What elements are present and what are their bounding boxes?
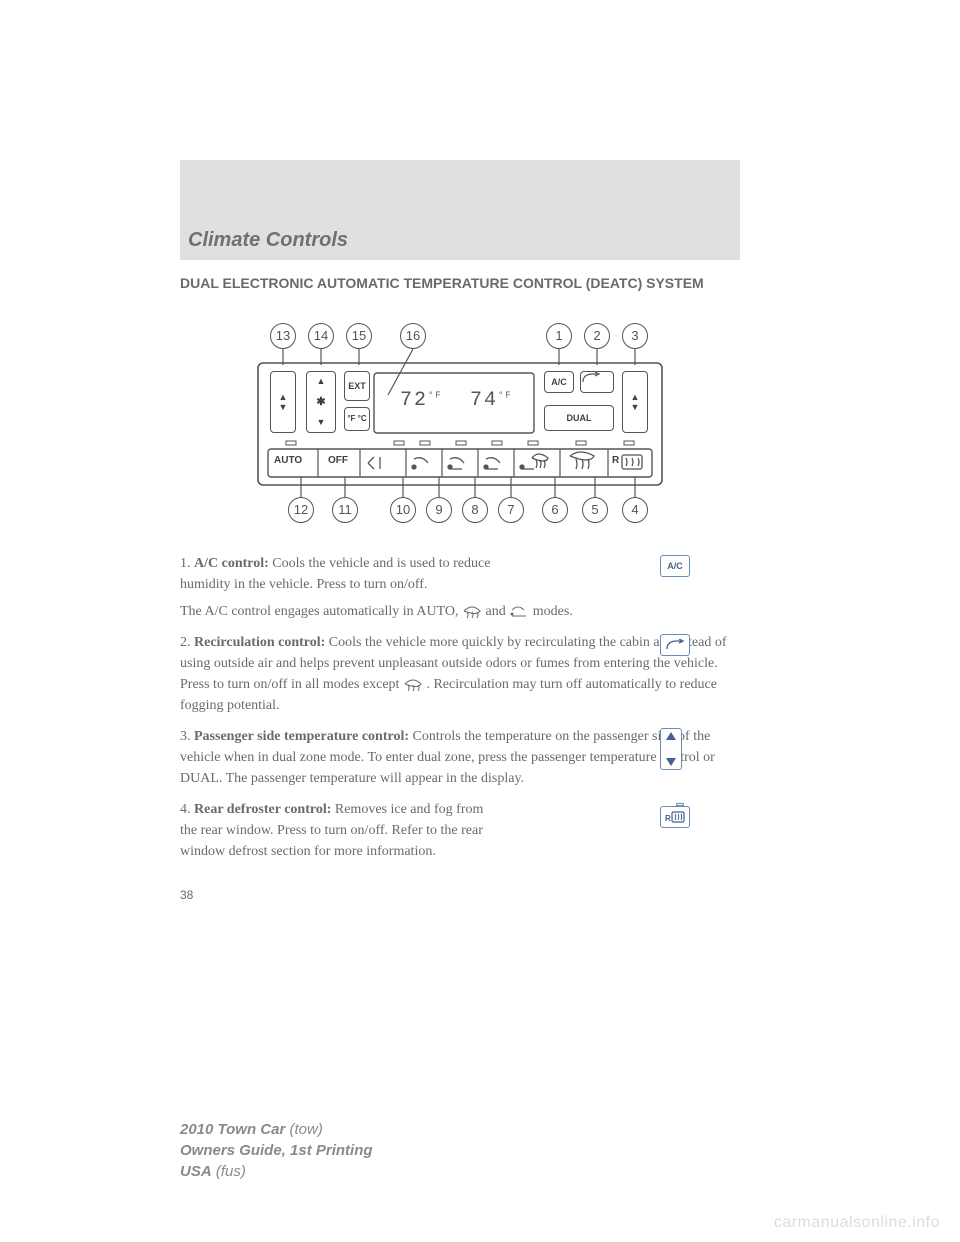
callout-2: 2 — [584, 323, 610, 349]
section-header: Climate Controls — [188, 229, 348, 252]
ac-button: A/C — [544, 371, 574, 393]
footer-guide: Owners Guide, 1st Printing — [180, 1140, 373, 1161]
auto-label: AUTO — [274, 455, 302, 466]
footer-model: 2010 Town Car (tow) — [180, 1119, 373, 1140]
callout-11: 11 — [332, 497, 358, 523]
footer-region: USA (fus) — [180, 1161, 373, 1182]
callout-12: 12 — [288, 497, 314, 523]
callout-13: 13 — [270, 323, 296, 349]
callout-14: 14 — [308, 323, 334, 349]
off-label: OFF — [328, 455, 348, 466]
callout-5: 5 — [582, 497, 608, 523]
callout-7: 7 — [498, 497, 524, 523]
fc-button: °F °C — [344, 407, 370, 431]
driver-temp-rocker: ▲▼ — [270, 371, 296, 433]
ac-icon: A/C — [660, 555, 700, 577]
recirc-button — [580, 371, 614, 393]
callout-9: 9 — [426, 497, 452, 523]
callout-15: 15 — [346, 323, 372, 349]
callout-1: 1 — [546, 323, 572, 349]
callout-4: 4 — [622, 497, 648, 523]
item-4: R 4. Rear defroster control: Removes ice… — [180, 799, 740, 862]
callout-10: 10 — [390, 497, 416, 523]
passenger-temp-rocker: ▲▼ — [622, 371, 648, 433]
item-4-text: 4. Rear defroster control: Removes ice a… — [180, 799, 500, 862]
defrost-icon — [403, 678, 423, 692]
defrost-icon — [462, 605, 482, 619]
floor-defrost-icon — [509, 605, 529, 619]
fan-rocker: ▲✱▼ — [306, 371, 336, 433]
item-2: 2. Recirculation control: Cools the vehi… — [180, 632, 740, 716]
item-1-cont: The A/C control engages automatically in… — [180, 601, 740, 622]
callout-8: 8 — [462, 497, 488, 523]
watermark: carmanualsonline.info — [774, 1214, 940, 1232]
display-temp-right: 74°F — [470, 389, 513, 412]
callout-6: 6 — [542, 497, 568, 523]
rear-defrost-icon: R — [660, 801, 700, 828]
callout-16: 16 — [400, 323, 426, 349]
ext-button: EXT — [344, 371, 370, 401]
r-label: R — [612, 455, 619, 466]
page-number: 38 — [180, 888, 740, 902]
climate-control-diagram: ▲▼ ▲✱▼ EXT °F °C 72°F 74°F A/C DUAL ▲▼ A… — [250, 323, 670, 523]
item-1-lead: 1. A/C control: Cools the vehicle and is… — [180, 553, 500, 595]
temp-updown-icon — [660, 728, 700, 770]
svg-text:R: R — [665, 814, 671, 823]
display-temp-left: 72°F — [400, 389, 443, 412]
page: Climate Controls DUAL ELECTRONIC AUTOMAT… — [180, 160, 740, 902]
recirc-icon — [660, 634, 700, 656]
item-2-text: 2. Recirculation control: Cools the vehi… — [180, 632, 740, 716]
header-band: Climate Controls — [180, 160, 740, 260]
callout-3: 3 — [622, 323, 648, 349]
footer: 2010 Town Car (tow) Owners Guide, 1st Pr… — [180, 1119, 373, 1182]
item-3: 3. Passenger side temperature control: C… — [180, 726, 740, 789]
item-3-text: 3. Passenger side temperature control: C… — [180, 726, 740, 789]
dual-button: DUAL — [544, 405, 614, 431]
section-title: DUAL ELECTRONIC AUTOMATIC TEMPERATURE CO… — [180, 274, 740, 293]
item-1: A/C 1. A/C control: Cools the vehicle an… — [180, 553, 740, 622]
